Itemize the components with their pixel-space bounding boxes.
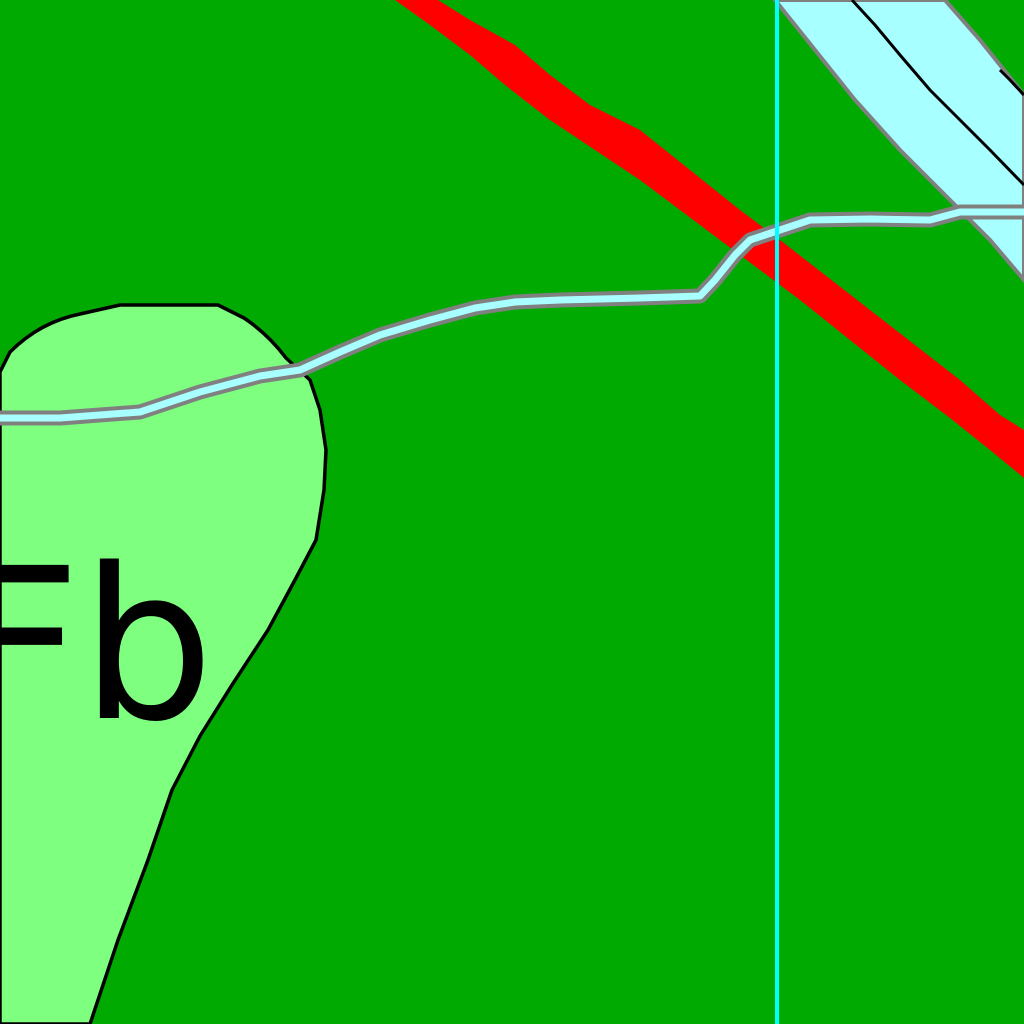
river-bank-line	[998, 68, 1024, 97]
stream	[0, 208, 1024, 422]
road	[395, 0, 1024, 478]
unit-label: Fb	[0, 523, 214, 768]
geologic-unit-polygon[interactable]	[0, 303, 328, 1024]
river-centerline	[850, 0, 1024, 187]
